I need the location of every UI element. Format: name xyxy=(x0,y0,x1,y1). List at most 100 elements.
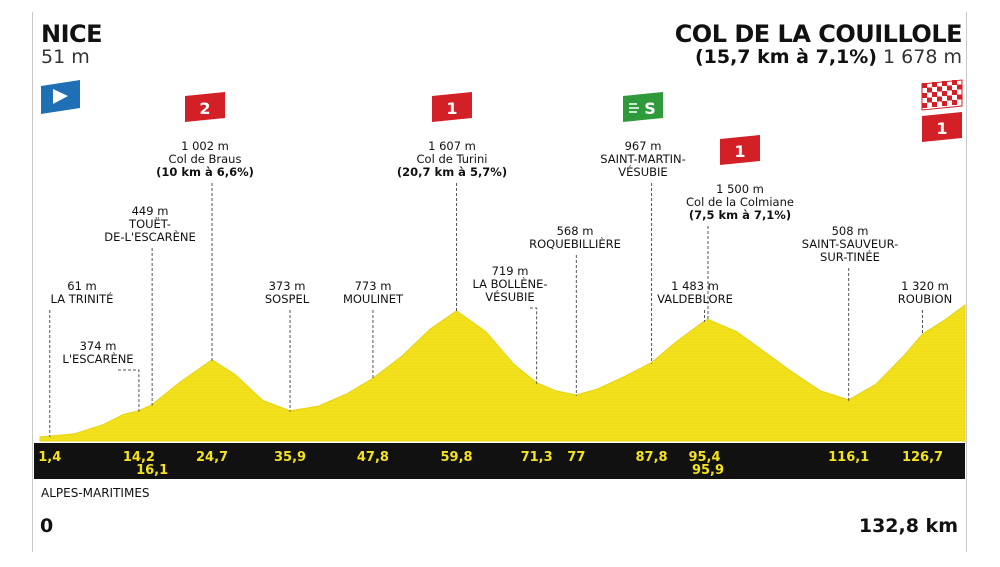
marker-name: Col de Turini xyxy=(417,152,488,166)
checker-square xyxy=(937,86,942,92)
marker-name: LA BOLLÈNE- xyxy=(472,276,547,291)
marker-altitude: 1 607 m xyxy=(428,139,476,153)
finish-category-number: 1 xyxy=(936,119,947,138)
marker-altitude: 508 m xyxy=(832,224,869,238)
marker-altitude: 374 m xyxy=(80,339,117,353)
marker-1-4: 61 mLA TRINITÉ 1,4 xyxy=(38,279,113,465)
marker-name: L'ESCARÈNE xyxy=(62,351,133,366)
checker-square xyxy=(942,81,947,86)
distance-label: 87,8 xyxy=(636,450,668,465)
finish-category-flag-icon xyxy=(922,112,962,142)
checker-square xyxy=(952,80,957,85)
leader-line xyxy=(530,307,538,384)
checker-square xyxy=(922,93,927,98)
sprint-letter: S xyxy=(644,99,656,118)
distance-band xyxy=(34,443,965,479)
marker-name: SAINT-SAUVEUR- xyxy=(802,237,899,251)
checker-square xyxy=(922,83,927,88)
distance-label: 24,7 xyxy=(196,450,228,465)
distance-label: 71,3 xyxy=(521,450,553,465)
checker-square xyxy=(947,95,952,101)
climb-category-number: 2 xyxy=(199,99,210,118)
finish-climb: (15,7 km à 7,1%) xyxy=(694,46,877,68)
checker-square xyxy=(932,92,937,97)
marker-altitude: 1 320 m xyxy=(901,279,949,293)
marker-altitude: 373 m xyxy=(269,279,306,293)
distance-label: 35,9 xyxy=(274,450,306,465)
marker-name: DE-L'ESCARÈNE xyxy=(104,229,195,244)
marker-climb: (20,7 km à 5,7%) xyxy=(397,165,507,179)
marker-altitude: 1 500 m xyxy=(716,182,764,196)
distance-label: 77 xyxy=(567,450,585,465)
distance-label: 126,7 xyxy=(902,450,943,465)
marker-name: ROQUEBILLIÈRE xyxy=(529,236,621,251)
climb-category-flag-icon xyxy=(185,92,225,122)
start-arrow-icon xyxy=(53,89,68,104)
checker-square xyxy=(927,87,932,93)
marker-altitude: 61 m xyxy=(67,279,97,293)
marker-name: ROUBION xyxy=(898,292,952,306)
checker-square xyxy=(952,90,957,95)
marker-name: SOSPEL xyxy=(265,292,310,306)
profile-frame xyxy=(32,12,967,552)
sprint-flag-icon xyxy=(623,92,663,122)
distance-label: 95,4 xyxy=(688,450,720,465)
distance-label: 59,8 xyxy=(440,450,472,465)
marker-name: VÉSUBIE xyxy=(485,289,534,304)
climb-category-number: 1 xyxy=(446,99,457,118)
marker-name: MOULINET xyxy=(343,292,404,306)
distance-start: 0 xyxy=(40,515,54,537)
distance-label: 47,8 xyxy=(357,450,389,465)
marker-14-2: 374 mL'ESCARÈNE 14,2 xyxy=(62,339,155,465)
marker-name: TOUËT- xyxy=(128,216,171,231)
marker-name: SAINT-MARTIN- xyxy=(600,152,686,166)
checker-square xyxy=(952,100,957,105)
finish-altitude: 1 678 m xyxy=(883,46,962,68)
distance-label: 14,2 xyxy=(123,450,155,465)
elevation-profile-area xyxy=(39,304,966,442)
finish-details: (15,7 km à 7,1%) 1 678 m xyxy=(695,46,962,68)
checker-square xyxy=(957,94,962,100)
checker-square xyxy=(957,84,962,90)
checker-square xyxy=(932,102,937,107)
marker-name: VÉSUBIE xyxy=(618,164,667,179)
distance-label: 1,4 xyxy=(38,450,61,465)
marker-altitude: 719 m xyxy=(492,264,529,278)
marker-altitude: 1 483 m xyxy=(671,279,719,293)
marker-name: VALDEBLORE xyxy=(657,292,733,306)
marker-altitude: 1 002 m xyxy=(181,139,229,153)
marker-name: SUR-TINÉE xyxy=(820,249,880,264)
distance-end: 132,8 km xyxy=(858,515,958,537)
marker-altitude: 449 m xyxy=(132,204,169,218)
marker-altitude: 568 m xyxy=(557,224,594,238)
region-label: ALPES-MARITIMES xyxy=(41,486,150,500)
checker-square xyxy=(942,101,947,106)
climb-category-flag-icon xyxy=(720,135,760,165)
marker-71-3: 719 mLA BOLLÈNE-VÉSUBIE 71,3 xyxy=(472,264,552,465)
leader-line xyxy=(118,369,140,412)
sprint-lines-icon xyxy=(629,103,639,113)
finish-town: COL DE LA COUILLOLE xyxy=(674,20,963,48)
distance-label: 16,1 xyxy=(136,463,168,478)
checker-square xyxy=(932,82,937,87)
checker-square xyxy=(947,85,952,91)
marker-name: Col de la Colmiane xyxy=(686,195,794,209)
climb-category-flag-icon xyxy=(432,92,472,122)
marker-climb: (10 km à 6,6%) xyxy=(156,165,254,179)
marker-altitude: 773 m xyxy=(355,279,392,293)
marker-name: Col de Braus xyxy=(169,152,242,166)
marker-name: LA TRINITÉ xyxy=(51,291,114,306)
climb-category-number: 1 xyxy=(734,142,745,161)
checker-square xyxy=(937,96,942,102)
marker-climb: (7,5 km à 7,1%) xyxy=(689,208,791,222)
